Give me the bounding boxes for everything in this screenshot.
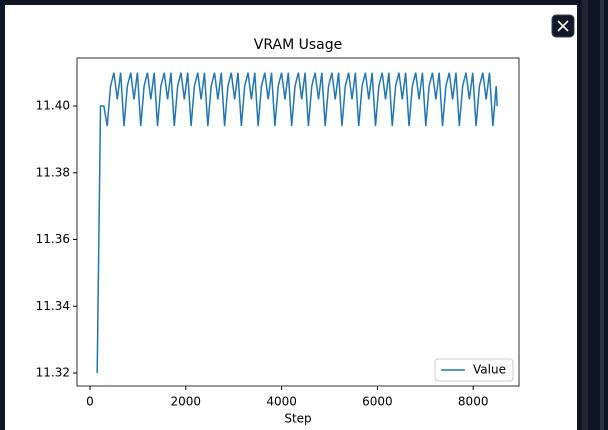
y-tick-label: 11.40 xyxy=(36,99,70,113)
y-tick-label: 11.32 xyxy=(36,365,70,379)
x-tick-label: 2000 xyxy=(171,395,202,409)
scroll-track xyxy=(582,0,588,430)
x-axis-label: Step xyxy=(284,412,311,426)
legend-label: Value xyxy=(473,363,506,377)
chart-title: VRAM Usage xyxy=(254,37,342,53)
x-tick-label: 0 xyxy=(86,395,94,409)
y-tick-label: 11.34 xyxy=(36,299,70,313)
x-tick-label: 6000 xyxy=(362,395,393,409)
close-icon[interactable] xyxy=(557,20,569,32)
close-button[interactable] xyxy=(551,14,575,38)
plot-frame xyxy=(76,57,520,387)
y-tick-label: 11.38 xyxy=(36,165,70,179)
scroll-track xyxy=(600,0,604,430)
series-line xyxy=(96,72,498,373)
y-tick-label: 11.36 xyxy=(36,232,70,246)
x-tick-label: 4000 xyxy=(266,395,297,409)
x-tick-label: 8000 xyxy=(458,395,489,409)
legend-box xyxy=(434,358,514,382)
